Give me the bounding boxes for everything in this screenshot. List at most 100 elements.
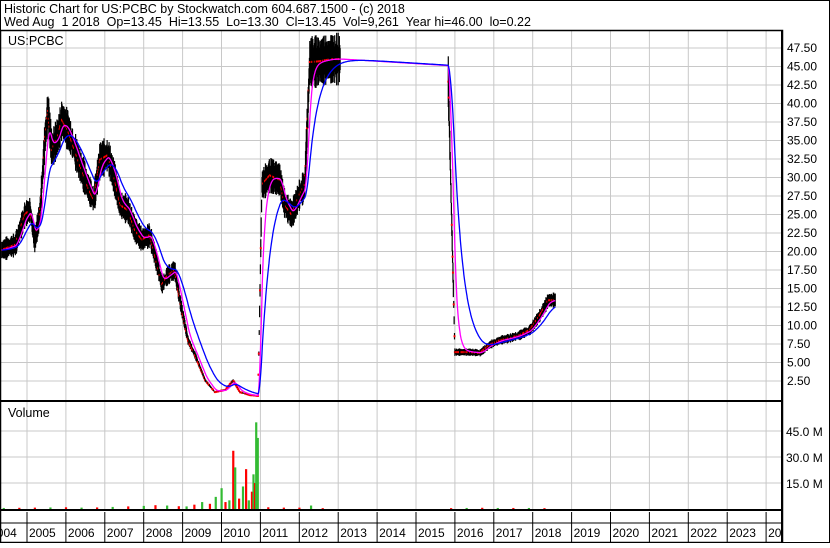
down-tick <box>259 247 262 250</box>
long-moving-average-line <box>1 59 556 395</box>
volume-bar <box>80 507 83 509</box>
volume-bar <box>142 505 145 509</box>
price-tick-label: 45.00 <box>787 60 817 74</box>
price-tick-label: 30.00 <box>787 171 817 185</box>
volume-bar <box>193 504 196 509</box>
volume-bar <box>309 505 313 509</box>
year-tick-label: 2018 <box>535 526 562 540</box>
price-tick-label: 47.50 <box>787 41 817 55</box>
volume-bar <box>481 507 484 509</box>
price-tick-label: 20.00 <box>787 245 817 259</box>
volume-bar <box>33 507 36 509</box>
volume-bar <box>2 507 5 509</box>
volume-bar <box>465 507 468 509</box>
price-tick-label: 37.50 <box>787 115 817 129</box>
down-tick <box>237 388 240 391</box>
volume-panel-title: Volume <box>8 406 50 420</box>
volume-bar <box>255 422 258 509</box>
volume-bar <box>220 488 223 509</box>
volume-bar <box>252 474 255 509</box>
price-tick-label: 27.50 <box>787 189 817 203</box>
year-tick-label: 2006 <box>68 526 95 540</box>
year-tick-label: 2021 <box>651 526 678 540</box>
year-tick-label: 2004 <box>0 526 17 540</box>
year-tick-label: 2009 <box>185 526 212 540</box>
volume-bar <box>208 503 212 509</box>
price-tick-label: 12.50 <box>787 300 817 314</box>
price-tick-label: 42.50 <box>787 78 817 92</box>
volume-bar <box>512 507 515 509</box>
down-tick <box>451 255 454 258</box>
year-tick-label: 2017 <box>496 526 523 540</box>
volume-bar <box>267 507 270 509</box>
volume-bars <box>2 422 546 509</box>
chart-header-title: Historic Chart for US:PCBC by Stockwatch… <box>4 2 405 16</box>
volume-bar <box>64 507 68 509</box>
year-tick-label: 2023 <box>729 526 756 540</box>
price-tick-label: 2.50 <box>787 374 811 388</box>
volume-bar <box>321 508 324 509</box>
volume-bar <box>224 502 227 509</box>
year-tick-label: 2005 <box>29 526 56 540</box>
volume-bar <box>18 507 21 509</box>
year-tick-label: 2016 <box>457 526 484 540</box>
volume-bar <box>111 506 114 509</box>
year-tick-label: 2011 <box>262 526 288 540</box>
price-tick-label: 7.50 <box>787 337 811 351</box>
short-moving-average-line <box>1 58 556 397</box>
volume-tick-label: 45.0 M <box>786 425 823 439</box>
down-tick <box>450 223 453 226</box>
volume-bar <box>185 506 188 509</box>
volume-bar <box>177 506 180 509</box>
price-panel-title: US:PCBC <box>8 34 64 48</box>
down-tick <box>452 303 455 306</box>
down-tick <box>306 127 309 130</box>
year-tick-label: 2008 <box>146 526 173 540</box>
grid-lines <box>1 31 782 509</box>
down-tick <box>453 335 456 338</box>
price-tick-label: 25.00 <box>787 208 817 222</box>
year-tick-label: 2013 <box>340 526 367 540</box>
volume-bar <box>450 508 453 509</box>
down-tick <box>259 289 262 292</box>
price-tick-label: 15.00 <box>787 282 817 296</box>
price-tick-label: 10.00 <box>787 319 817 333</box>
year-tick-label: 2010 <box>224 526 251 540</box>
down-tick <box>232 379 235 382</box>
year-tick-label: 2022 <box>690 526 717 540</box>
year-tick-label: 2014 <box>379 526 406 540</box>
down-tick <box>451 271 454 274</box>
down-tick <box>238 389 241 392</box>
volume-bar <box>245 469 248 509</box>
volume-bar <box>247 500 250 509</box>
volume-bar <box>234 467 237 509</box>
volume-bar <box>232 450 235 509</box>
chart-header-info: Wed Aug 1 2018 Op=13.45 Hi=13.55 Lo=13.3… <box>4 15 531 29</box>
volume-tick-label: 30.0 M <box>786 451 823 465</box>
year-tick-label: 2024 <box>768 526 795 540</box>
volume-bar <box>127 506 130 509</box>
down-tick <box>447 96 450 99</box>
price-tick-label: 40.00 <box>787 97 817 111</box>
price-tick-label: 22.50 <box>787 226 817 240</box>
price-tick-label: 35.00 <box>787 134 817 148</box>
volume-bar <box>201 502 204 509</box>
year-tick-label: 2007 <box>107 526 134 540</box>
volume-tick-label: 15.0 M <box>786 477 823 491</box>
volume-bar <box>238 498 241 509</box>
volume-bar <box>298 507 301 509</box>
volume-bar <box>527 507 531 509</box>
price-tick-label: 5.00 <box>787 356 811 370</box>
volume-bar <box>543 508 546 509</box>
volume-bar <box>166 505 169 509</box>
volume-bar <box>228 500 231 509</box>
volume-bar <box>256 437 259 509</box>
year-tick-label: 2012 <box>301 526 328 540</box>
price-tick-label: 32.50 <box>787 152 817 166</box>
year-tick-label: 2020 <box>613 526 640 540</box>
down-tick <box>211 388 214 391</box>
year-tick-label: 2015 <box>418 526 445 540</box>
